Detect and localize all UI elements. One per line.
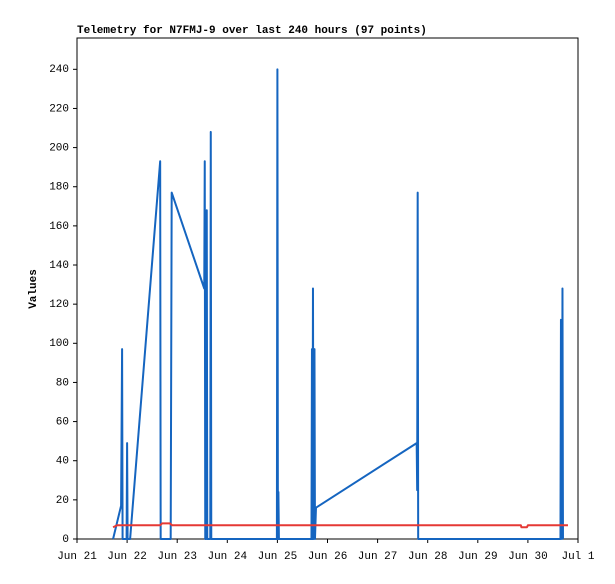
y-tick-label: 0: [62, 534, 69, 546]
x-tick-label: Jun 24: [207, 551, 247, 563]
y-tick-label: 140: [49, 260, 69, 272]
x-tick-label: Jun 26: [308, 551, 348, 563]
x-tick-label: Jun 28: [408, 551, 448, 563]
series-line: [112, 68, 564, 540]
y-tick-label: 220: [49, 103, 69, 115]
y-tick-label: 80: [56, 377, 69, 389]
y-tick-label: 180: [49, 182, 69, 194]
y-tick-label: 200: [49, 143, 69, 155]
x-tick-label: Jun 25: [258, 551, 298, 563]
y-tick-label: 60: [56, 416, 69, 428]
x-tick-label: Jun 29: [458, 551, 498, 563]
series-line: [112, 522, 568, 529]
y-tick-label: 240: [49, 64, 69, 76]
y-tick-label: 160: [49, 221, 69, 233]
x-tick-label: Jun 23: [157, 551, 197, 563]
y-axis-label: Values: [28, 269, 40, 309]
y-tick-label: 40: [56, 456, 69, 468]
chart-title: Telemetry for N7FMJ-9 over last 240 hour…: [77, 25, 427, 37]
x-tick-label: Jul 1: [561, 551, 594, 563]
y-tick-label: 120: [49, 299, 69, 311]
x-tick-label: Jun 21: [57, 551, 97, 563]
y-tick-label: 100: [49, 338, 69, 350]
x-tick-label: Jun 30: [508, 551, 548, 563]
y-tick-label: 20: [56, 495, 69, 507]
x-tick-label: Jun 27: [358, 551, 398, 563]
x-tick-label: Jun 22: [107, 551, 147, 563]
